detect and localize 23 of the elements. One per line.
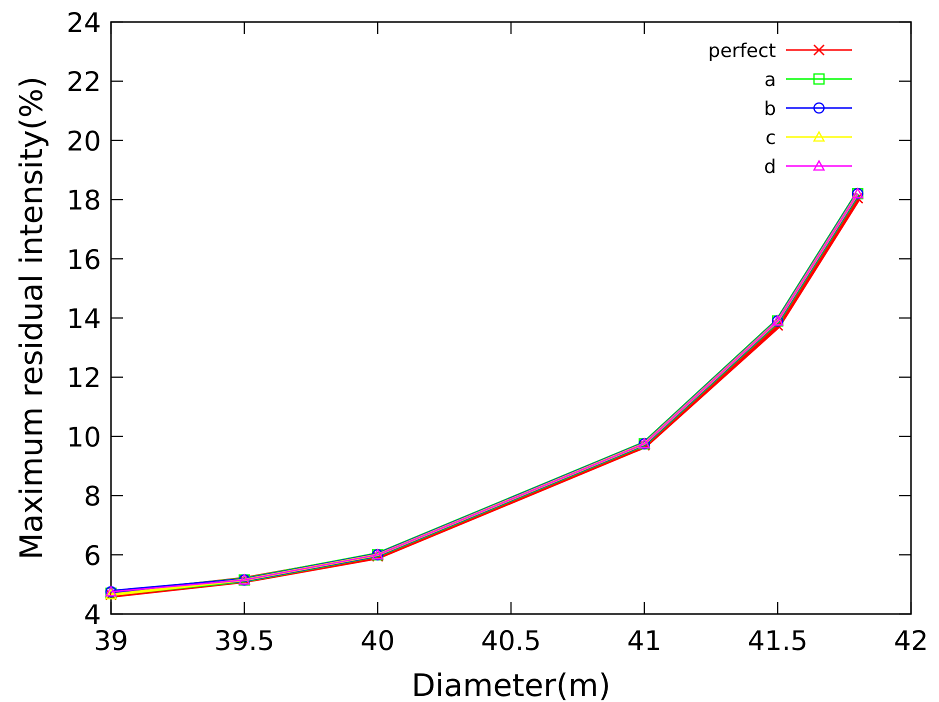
x-tick-label: 41.5 [748, 626, 808, 657]
legend-label: c [766, 127, 776, 149]
y-tick-label: 10 [66, 422, 101, 454]
y-tick-label: 6 [84, 540, 101, 572]
y-tick-label: 8 [84, 482, 101, 513]
y-tick-label: 16 [66, 244, 101, 276]
legend-label: perfect [708, 40, 776, 62]
y-tick-label: 18 [66, 186, 101, 217]
legend-label: a [764, 69, 776, 91]
x-tick-label: 41 [627, 626, 662, 657]
x-axis-title: Diameter(m) [411, 668, 611, 702]
y-tick-label: 24 [66, 8, 101, 39]
y-tick-label: 22 [66, 67, 101, 98]
legend-label: b [764, 98, 776, 120]
x-tick-label: 40 [360, 626, 395, 657]
legend-label: d [764, 156, 776, 178]
y-tick-label: 20 [66, 126, 101, 158]
y-tick-label: 12 [66, 363, 101, 394]
x-tick-label: 39.5 [214, 626, 274, 657]
y-tick-label: 14 [66, 304, 101, 335]
x-tick-label: 42 [894, 626, 928, 657]
y-axis-title: Maximum residual intensity(%) [14, 76, 50, 560]
x-tick-label: 40.5 [480, 626, 542, 657]
